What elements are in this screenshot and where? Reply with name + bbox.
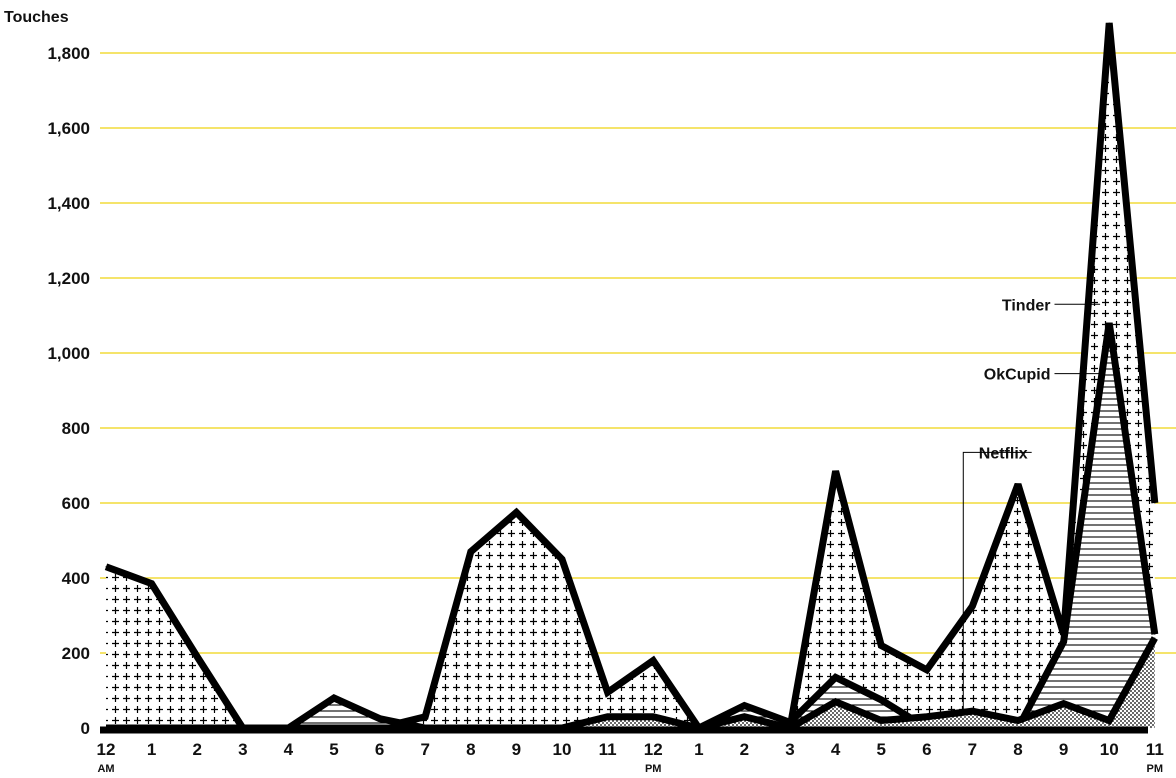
okcupid-point <box>1108 322 1110 324</box>
y-tick-label: 1,400 <box>47 194 90 213</box>
series-labels: Tinder OkCupid Netflix <box>962 297 1105 713</box>
x-tick-label: 5 <box>876 740 885 759</box>
okcupid-label: OkCupid <box>984 367 1051 384</box>
tinder-point <box>880 645 882 646</box>
netflix-leader-line <box>962 451 1032 713</box>
okcupid-area <box>106 323 1155 728</box>
y-tick-label: 200 <box>62 644 90 663</box>
netflix-point <box>743 716 745 718</box>
okcupid-point <box>1154 633 1156 635</box>
tinder-point <box>971 605 973 607</box>
x-tick-label: 9 <box>512 740 521 759</box>
netflix-point <box>835 701 837 703</box>
netflix-point <box>652 716 654 718</box>
tinder-point <box>607 691 609 693</box>
x-tick-label: 2 <box>192 740 201 759</box>
tinder-point <box>470 551 472 553</box>
x-tick-sublabel: PM <box>645 763 662 775</box>
y-tick-label: 1,200 <box>47 269 90 288</box>
x-tick-label: 6 <box>375 740 384 759</box>
x-tick-label: 1 <box>694 740 703 759</box>
y-tick-label: 1,000 <box>47 344 90 363</box>
okcupid-point <box>1063 641 1065 643</box>
gridlines <box>100 52 1176 654</box>
x-tick-sublabel: AM <box>97 763 114 775</box>
tinder-point <box>652 660 654 661</box>
x-tick-label: 4 <box>284 740 294 759</box>
tinder-label: Tinder <box>1002 297 1051 314</box>
y-tick-label: 400 <box>62 569 90 588</box>
netflix-area <box>106 638 1155 728</box>
okcupid-point <box>835 676 837 678</box>
okcupid-point <box>333 697 335 699</box>
tinder-point <box>835 470 837 472</box>
netflix-point <box>607 716 609 718</box>
y-tick-label: 0 <box>81 719 90 738</box>
y-tick-label: 1,800 <box>47 44 90 63</box>
okcupid-point <box>743 705 745 706</box>
x-tick-sublabel: PM <box>1147 763 1164 775</box>
x-tick-label: 8 <box>466 740 475 759</box>
y-axis-label: Touches <box>4 9 69 26</box>
tinder-point <box>196 656 198 658</box>
x-tick-label: 3 <box>785 740 794 759</box>
netflix-point <box>926 716 928 718</box>
x-tick-label: 5 <box>329 740 338 759</box>
y-tick-label: 1,600 <box>47 119 90 138</box>
netflix-point <box>1063 703 1065 705</box>
tinder-point <box>515 511 517 513</box>
tinder-point <box>1154 502 1156 504</box>
tinder-area <box>106 23 1155 728</box>
x-tick-label: 1 <box>147 740 156 759</box>
x-tick-label: 8 <box>1013 740 1022 759</box>
tinder-point <box>1017 483 1019 485</box>
x-tick-label: 7 <box>968 740 977 759</box>
y-axis-ticks: 0 200 400 600 800 1,000 1,200 1,400 1,600 1,800 <box>47 44 90 738</box>
tinder-point <box>424 716 426 718</box>
y-tick-label: 800 <box>62 419 90 438</box>
tinder-point <box>105 566 107 568</box>
x-tick-label: 10 <box>553 740 572 759</box>
y-tick-label: 600 <box>62 494 90 513</box>
netflix-point <box>1154 637 1156 639</box>
x-tick-label: 3 <box>238 740 247 759</box>
netflix-label: Netflix <box>979 445 1028 462</box>
netflix-point <box>1108 720 1110 721</box>
x-tick-label: 9 <box>1059 740 1068 759</box>
netflix-point <box>971 710 973 712</box>
x-tick-label: 12 <box>644 740 663 759</box>
x-tick-label: 4 <box>831 740 841 759</box>
x-tick-label: 11 <box>599 740 617 759</box>
x-tick-label: 7 <box>420 740 429 759</box>
x-tick-label: 11 <box>1146 740 1164 759</box>
x-tick-label: 6 <box>922 740 931 759</box>
x-tick-label: 2 <box>740 740 749 759</box>
x-tick-label: 10 <box>1100 740 1119 759</box>
x-tick-label: 12 <box>97 740 116 759</box>
okcupid-point <box>379 718 381 720</box>
okcupid-point <box>880 699 882 701</box>
tinder-point <box>926 669 928 671</box>
okcupid-point <box>789 721 791 723</box>
netflix-point <box>1017 720 1019 721</box>
tinder-point <box>561 558 563 560</box>
tinder-point <box>151 583 153 585</box>
tinder-point <box>1108 22 1110 24</box>
netflix-point <box>880 720 882 721</box>
